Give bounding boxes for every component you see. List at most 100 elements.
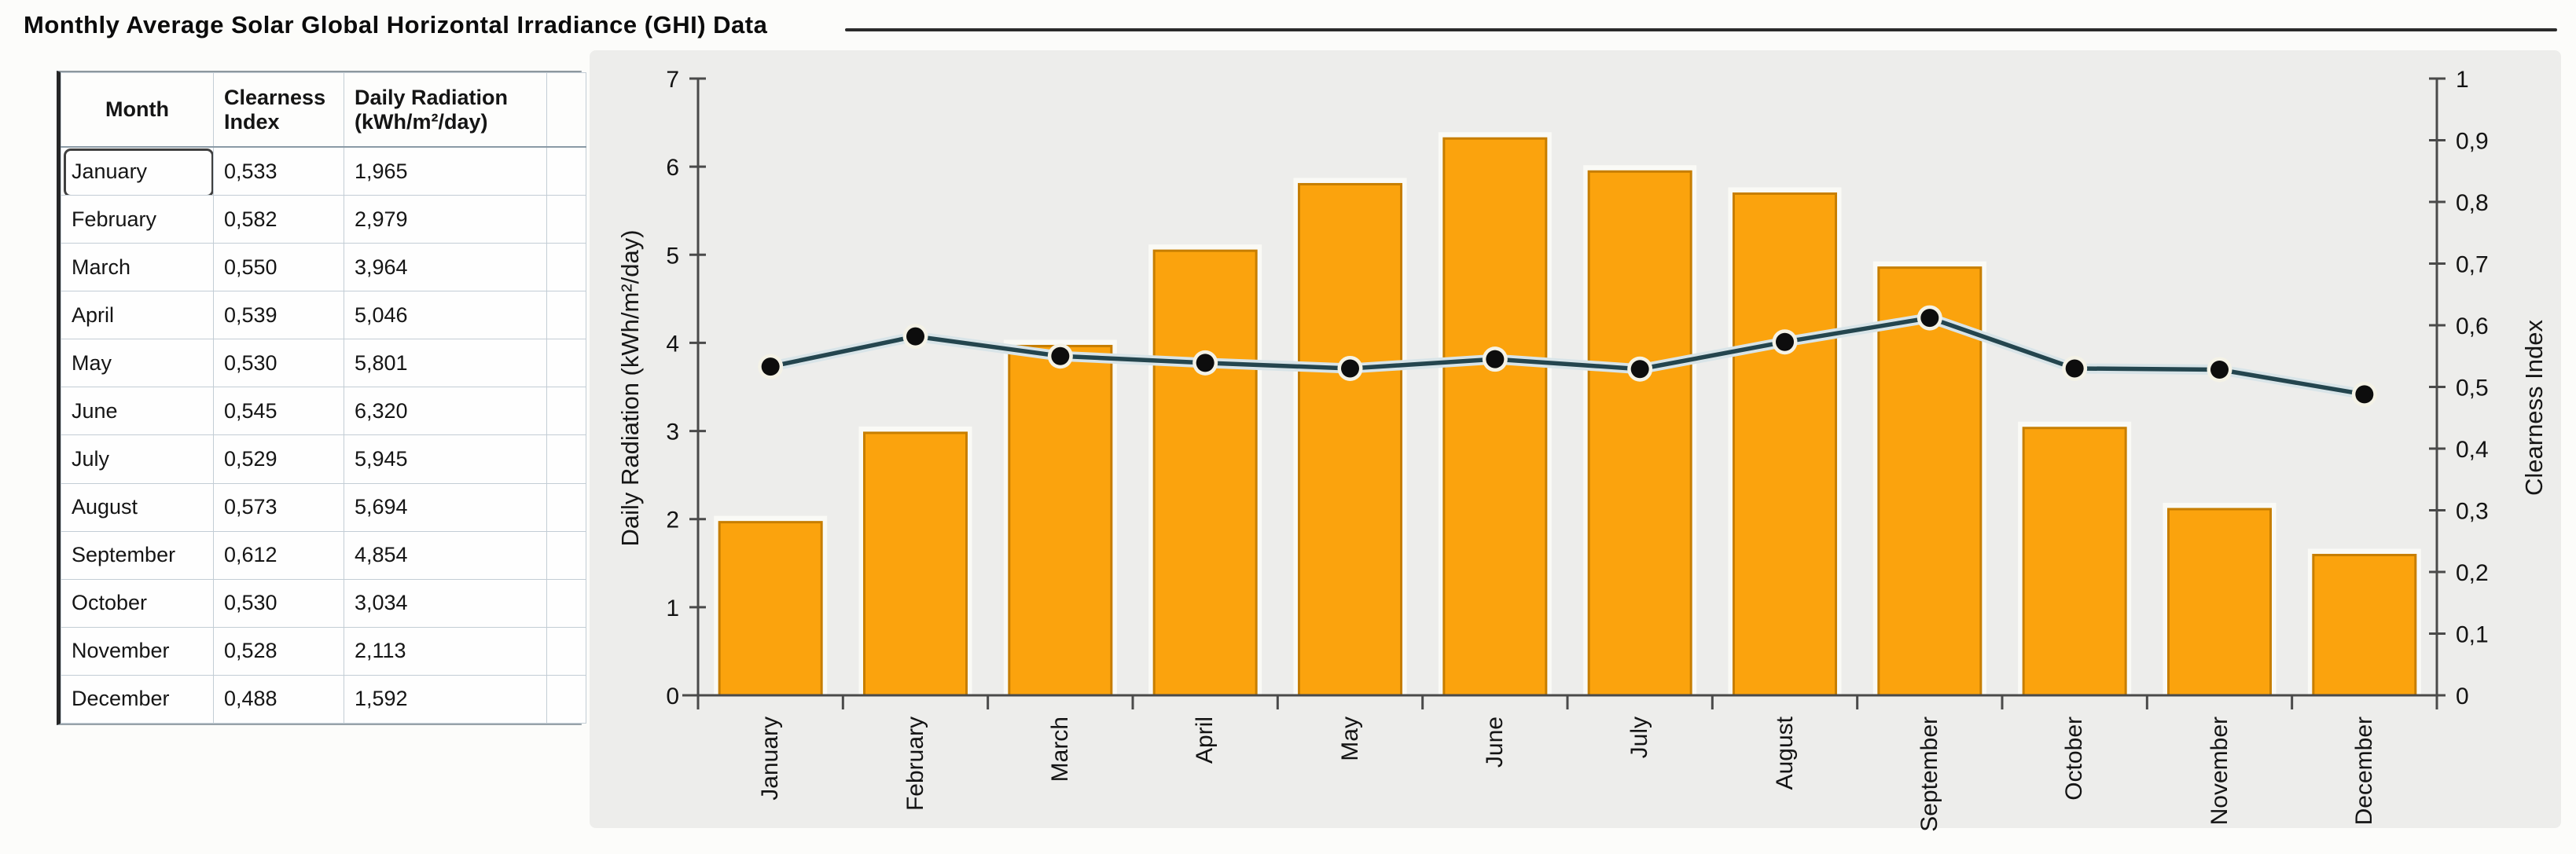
marker-September[interactable] <box>1920 309 1939 328</box>
tick-label-right: 0 <box>2456 684 2469 709</box>
cell-clearness[interactable]: 0,550 <box>213 243 344 292</box>
cell-clearness[interactable]: 0,533 <box>213 146 344 196</box>
tick-label-right: 0,1 <box>2456 622 2489 648</box>
tick-label-right: 0,2 <box>2456 560 2489 586</box>
tick-label-right: 0,8 <box>2456 190 2489 216</box>
table-row: April 0,539 5,046 <box>61 291 586 340</box>
x-label-October: October <box>2061 717 2088 801</box>
x-label-March: March <box>1046 717 1073 783</box>
cell-radiation[interactable]: 1,965 <box>344 146 547 196</box>
marker-December[interactable] <box>2355 385 2374 404</box>
cell-radiation[interactable]: 2,979 <box>344 195 547 244</box>
tick-label-left: 5 <box>666 243 679 269</box>
cell-radiation[interactable]: 5,945 <box>344 434 547 484</box>
cell-clearness[interactable]: 0,582 <box>213 195 344 244</box>
x-label-January: January <box>757 717 784 801</box>
cell-month[interactable]: August <box>61 482 214 532</box>
bar-June[interactable] <box>1442 137 1548 697</box>
cell-spacer <box>546 387 586 436</box>
cell-clearness[interactable]: 0,545 <box>213 387 344 436</box>
table-header-month: Month <box>61 72 214 148</box>
ghi-table-panel: Month Clearness Index Daily Radiation (k… <box>57 71 586 725</box>
cell-month[interactable]: December <box>61 674 214 724</box>
tick-label-left: 2 <box>666 508 679 533</box>
bar-September[interactable] <box>1877 266 1983 697</box>
cell-clearness[interactable]: 0,612 <box>213 530 344 580</box>
cell-radiation[interactable]: 2,113 <box>344 626 547 676</box>
table-row: September 0,612 4,854 <box>61 530 586 580</box>
tick-label-right: 1 <box>2456 67 2469 93</box>
marker-August[interactable] <box>1776 332 1794 351</box>
cell-spacer <box>546 434 586 484</box>
cell-clearness[interactable]: 0,539 <box>213 291 344 340</box>
bar-November[interactable] <box>2167 508 2272 697</box>
cell-month[interactable]: November <box>61 626 214 676</box>
table-header-radiation: Daily Radiation (kWh/m²/day) <box>344 72 547 148</box>
cell-month[interactable]: September <box>61 530 214 580</box>
x-label-June: June <box>1481 717 1508 768</box>
table-row: March 0,550 3,964 <box>61 243 586 292</box>
cell-radiation[interactable]: 6,320 <box>344 387 547 436</box>
cell-clearness[interactable]: 0,488 <box>213 674 344 724</box>
cell-radiation[interactable]: 3,034 <box>344 578 547 628</box>
bar-July[interactable] <box>1587 170 1692 697</box>
cell-clearness[interactable]: 0,530 <box>213 578 344 628</box>
bar-December[interactable] <box>2312 553 2417 697</box>
x-label-September: September <box>1916 717 1942 832</box>
bar-August[interactable] <box>1733 192 1837 697</box>
x-label-February: February <box>902 717 928 812</box>
table-header-row: Month Clearness Index Daily Radiation (k… <box>61 72 586 148</box>
marker-March[interactable] <box>1051 346 1070 365</box>
cell-month[interactable]: June <box>61 387 214 436</box>
tick-label-right: 0,7 <box>2456 252 2489 278</box>
bar-October[interactable] <box>2022 427 2127 697</box>
bar-January[interactable] <box>718 521 823 697</box>
tick-label-left: 0 <box>666 684 679 709</box>
marker-June[interactable] <box>1486 350 1505 368</box>
x-label-August: August <box>1771 717 1798 790</box>
x-label-November: November <box>2206 717 2232 826</box>
cell-radiation[interactable]: 4,854 <box>344 530 547 580</box>
cell-month[interactable]: January <box>61 146 214 196</box>
cell-radiation[interactable]: 5,694 <box>344 482 547 532</box>
bar-February[interactable] <box>863 431 968 697</box>
cell-radiation[interactable]: 5,801 <box>344 339 547 388</box>
marker-February[interactable] <box>906 327 924 346</box>
marker-May[interactable] <box>1341 359 1359 378</box>
cell-month[interactable]: April <box>61 291 214 340</box>
marker-July[interactable] <box>1630 360 1649 379</box>
axis-left-label: Daily Radiation (kWh/m²/day) <box>616 229 644 547</box>
bar-March[interactable] <box>1008 344 1113 697</box>
section-rule <box>845 28 2557 31</box>
marker-November[interactable] <box>2210 361 2229 379</box>
marker-April[interactable] <box>1196 354 1215 372</box>
cell-month[interactable]: May <box>61 339 214 388</box>
cell-clearness[interactable]: 0,528 <box>213 626 344 676</box>
cell-spacer <box>546 482 586 532</box>
cell-month[interactable]: February <box>61 195 214 244</box>
tick-label-right: 0,3 <box>2456 499 2489 525</box>
tick-label-right: 0,6 <box>2456 313 2489 339</box>
marker-January[interactable] <box>761 357 780 376</box>
table-row: February 0,582 2,979 <box>61 195 586 244</box>
table-row: November 0,528 2,113 <box>61 626 586 676</box>
bar-May[interactable] <box>1298 182 1402 697</box>
tick-label-left: 3 <box>666 420 679 445</box>
cell-month[interactable]: March <box>61 243 214 292</box>
cell-radiation[interactable]: 5,046 <box>344 291 547 340</box>
section-title: Monthly Average Solar Global Horizontal … <box>24 11 768 38</box>
clearness-line[interactable] <box>770 315 2365 397</box>
tick-label-right: 0,4 <box>2456 437 2489 463</box>
cell-month[interactable]: October <box>61 578 214 628</box>
tick-label-left: 4 <box>666 331 679 357</box>
cell-spacer <box>546 674 586 724</box>
bar-April[interactable] <box>1152 249 1258 697</box>
marker-October[interactable] <box>2065 359 2084 378</box>
cell-radiation[interactable]: 1,592 <box>344 674 547 724</box>
cell-clearness[interactable]: 0,530 <box>213 339 344 388</box>
x-label-April: April <box>1192 717 1218 764</box>
cell-clearness[interactable]: 0,529 <box>213 434 344 484</box>
cell-clearness[interactable]: 0,573 <box>213 482 344 532</box>
cell-month[interactable]: July <box>61 434 214 484</box>
cell-radiation[interactable]: 3,964 <box>344 243 547 292</box>
